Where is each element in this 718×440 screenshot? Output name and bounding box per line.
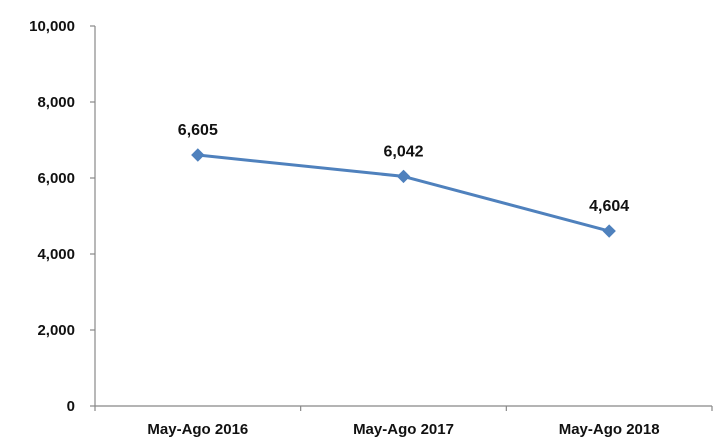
y-tick-label: 0 xyxy=(67,398,75,415)
y-tick-label: 8,000 xyxy=(37,94,75,111)
y-tick-label: 10,000 xyxy=(29,18,75,35)
x-axis-categories: May-Ago 2016 May-Ago 2017 May-Ago 2018 xyxy=(94,406,713,438)
data-value-label: 6,042 xyxy=(383,143,423,160)
x-category-label: May-Ago 2016 xyxy=(147,421,248,438)
y-axis-ticks: 0 2,000 4,000 6,000 8,000 10,000 xyxy=(29,18,95,415)
data-value-label: 4,604 xyxy=(589,198,629,215)
series-line-group xyxy=(191,148,616,238)
x-category-label: May-Ago 2017 xyxy=(353,421,454,438)
y-tick-label: 2,000 xyxy=(37,322,75,339)
axes xyxy=(94,26,712,407)
series-line xyxy=(197,153,610,233)
data-point-marker xyxy=(191,148,205,162)
data-point-marker xyxy=(396,169,411,184)
y-tick-label: 6,000 xyxy=(37,170,75,187)
data-value-label: 6,605 xyxy=(178,122,218,139)
x-category-label: May-Ago 2018 xyxy=(559,421,660,438)
data-labels: 6,605 6,042 4,604 xyxy=(178,122,629,215)
data-point-marker xyxy=(602,224,616,238)
y-tick-label: 4,000 xyxy=(37,246,75,263)
